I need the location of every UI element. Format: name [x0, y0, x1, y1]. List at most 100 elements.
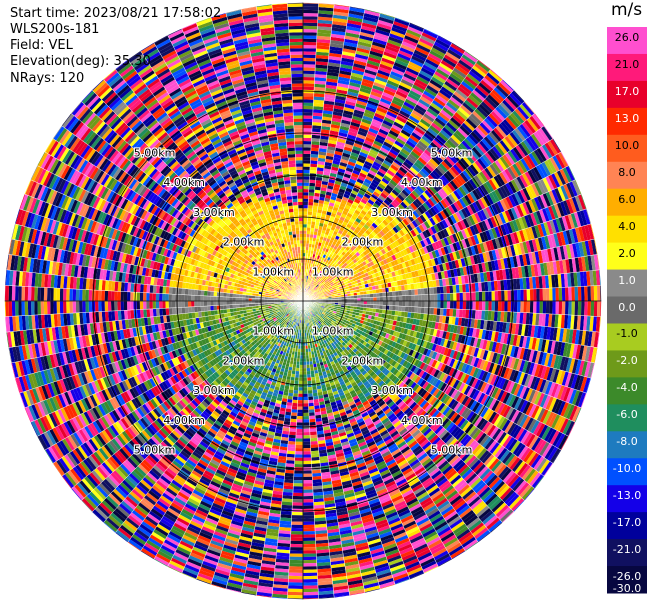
velocity-gate	[321, 318, 325, 322]
velocity-gate	[411, 374, 419, 382]
velocity-gate	[393, 420, 402, 428]
velocity-gate	[499, 321, 504, 333]
velocity-gate	[527, 324, 533, 337]
velocity-gate	[287, 591, 303, 596]
velocity-gate	[384, 422, 394, 430]
velocity-gate	[521, 486, 535, 501]
velocity-gate	[351, 365, 358, 371]
velocity-gate	[551, 383, 559, 398]
velocity-gate	[510, 410, 520, 423]
velocity-gate	[551, 414, 561, 429]
velocity-gate	[321, 305, 325, 307]
velocity-gate	[499, 433, 510, 446]
velocity-gate	[399, 462, 410, 470]
velocity-gate	[291, 518, 303, 522]
velocity-gate	[385, 323, 390, 329]
velocity-gate	[303, 556, 317, 561]
velocity-gate	[506, 455, 518, 469]
velocity-gate	[319, 315, 323, 319]
velocity-gate	[421, 457, 432, 467]
velocity-gate	[309, 428, 317, 432]
velocity-gate	[567, 373, 575, 388]
velocity-gate	[352, 384, 359, 390]
velocity-gate	[498, 377, 507, 390]
ray-separator	[302, 300, 595, 364]
velocity-gate	[377, 463, 388, 471]
velocity-gate	[531, 337, 537, 351]
velocity-gate	[485, 409, 495, 422]
velocity-gate	[406, 437, 416, 446]
velocity-gate	[490, 478, 503, 492]
velocity-gate	[339, 380, 346, 386]
velocity-gate	[331, 363, 337, 369]
velocity-gate	[408, 478, 420, 487]
velocity-gate	[391, 470, 403, 478]
velocity-gate	[309, 311, 312, 315]
velocity-gate	[442, 508, 456, 519]
velocity-gate	[436, 337, 443, 346]
velocity-gate	[452, 477, 464, 488]
velocity-gate	[294, 464, 303, 468]
velocity-gate	[430, 544, 446, 555]
velocity-gate	[299, 368, 303, 372]
velocity-gate	[531, 363, 538, 377]
velocity-gate	[521, 466, 534, 481]
velocity-gate	[303, 543, 316, 548]
velocity-gate	[490, 310, 495, 322]
velocity-gate	[478, 310, 482, 320]
velocity-gate	[432, 314, 437, 322]
velocity-gate	[469, 427, 479, 438]
velocity-gate	[520, 447, 532, 461]
velocity-gate	[313, 308, 317, 311]
velocity-gate	[310, 450, 320, 455]
velocity-gate	[340, 383, 347, 389]
velocity-gate	[505, 472, 517, 486]
velocity-gate	[429, 513, 443, 523]
velocity-gate	[408, 342, 414, 350]
velocity-gate	[584, 361, 591, 378]
velocity-gate	[459, 326, 465, 335]
velocity-gate	[411, 429, 421, 438]
velocity-gate	[437, 460, 449, 471]
velocity-gate	[522, 348, 529, 361]
velocity-gate	[396, 363, 403, 371]
velocity-gate	[446, 339, 452, 349]
velocity-gate	[326, 325, 331, 330]
velocity-gate	[396, 316, 401, 322]
velocity-gate	[312, 321, 315, 325]
velocity-gate	[458, 343, 464, 353]
velocity-gate	[366, 440, 376, 448]
velocity-gate	[345, 333, 350, 338]
velocity-gate	[562, 419, 572, 435]
velocity-gate	[382, 474, 394, 483]
velocity-gate	[480, 394, 489, 405]
velocity-gate	[375, 439, 385, 447]
velocity-gate	[292, 505, 303, 509]
velocity-gate	[391, 375, 398, 383]
velocity-gate	[376, 329, 381, 335]
velocity-gate	[481, 329, 487, 340]
velocity-gate	[382, 305, 387, 310]
velocity-gate	[363, 380, 370, 387]
velocity-gate	[410, 414, 419, 423]
velocity-gate	[424, 334, 430, 342]
velocity-gate	[408, 323, 413, 330]
velocity-gate	[474, 446, 485, 458]
velocity-gate	[294, 454, 303, 458]
velocity-gate	[463, 453, 475, 464]
velocity-gate	[519, 399, 529, 413]
velocity-gate	[361, 356, 368, 363]
velocity-gate	[485, 396, 494, 409]
velocity-gate	[401, 322, 407, 329]
velocity-gate	[365, 420, 374, 427]
velocity-gate	[369, 308, 373, 312]
velocity-gate	[447, 387, 456, 397]
velocity-gate	[364, 314, 369, 319]
velocity-gate	[530, 454, 542, 469]
velocity-gate	[491, 352, 498, 364]
velocity-gate	[373, 455, 383, 462]
velocity-gate	[497, 354, 504, 366]
velocity-gate	[555, 301, 559, 315]
velocity-gate	[400, 351, 406, 359]
velocity-gate	[461, 383, 469, 394]
